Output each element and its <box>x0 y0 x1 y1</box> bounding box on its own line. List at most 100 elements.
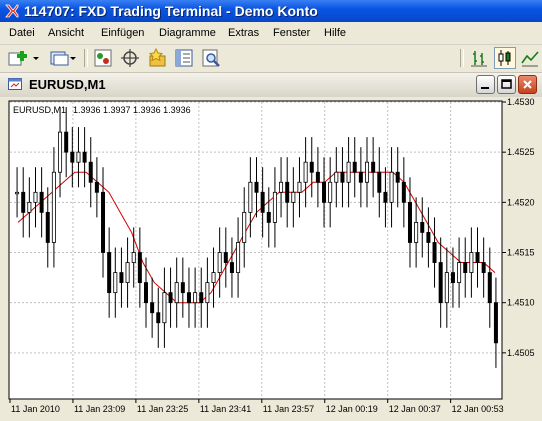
candle-body <box>51 171 56 243</box>
candle-body <box>33 191 38 203</box>
candle-body <box>463 262 468 273</box>
candle-body <box>426 232 431 243</box>
x-tick-label: 12 Jan 00:53 <box>452 404 504 414</box>
x-tick-label: 11 Jan 23:57 <box>263 404 314 414</box>
candle-body <box>229 262 234 273</box>
candlestick-chart-icon <box>498 50 511 66</box>
candle-body <box>401 181 406 203</box>
candle-body <box>162 292 167 324</box>
new-order-icon <box>8 51 39 66</box>
candle-body <box>358 171 363 183</box>
candle-body <box>340 171 345 183</box>
menu-bar: Datei Ansicht Einfügen Diagramme Extras … <box>0 22 542 45</box>
candle-body <box>469 252 474 273</box>
candle-body <box>303 161 308 183</box>
market-watch-button[interactable] <box>92 47 114 69</box>
candle-body <box>365 161 370 183</box>
menu-einfuegen[interactable]: Einfügen <box>101 27 145 39</box>
window-title: 114707: FXD Trading Terminal - Demo Kont… <box>24 3 318 19</box>
candle-body <box>487 272 492 304</box>
candle-body <box>211 272 216 284</box>
price-chart[interactable]: 1.4530 1.4525 1.4520 1.4515 1.4510 1.4505 11 … <box>0 97 542 421</box>
candle-body <box>21 191 26 213</box>
y-tick-label: 1.4515 <box>507 248 535 258</box>
candle-body <box>414 222 419 243</box>
chart-window-title: EURUSD,M1 <box>29 77 106 92</box>
navigator-icon <box>175 49 193 67</box>
menu-ansicht[interactable]: Ansicht <box>48 27 85 39</box>
candle-body <box>444 272 449 304</box>
candle-body <box>15 191 20 195</box>
search-chart-button[interactable] <box>200 47 222 69</box>
chart-symbol-label: EURUSD,M1 <box>13 105 66 115</box>
line-chart-button[interactable] <box>519 47 541 69</box>
favorites-button[interactable] <box>146 47 168 69</box>
candle-body <box>199 292 204 304</box>
candle-body <box>174 282 179 304</box>
candle-body <box>297 181 302 193</box>
candle-body <box>70 151 75 163</box>
close-button[interactable] <box>518 75 537 94</box>
candle-body <box>389 171 394 203</box>
maximize-button[interactable] <box>497 75 516 94</box>
candle-body <box>64 131 69 153</box>
app-logo-icon <box>5 4 19 18</box>
chart-window-titlebar[interactable]: EURUSD,M1 <box>0 73 542 98</box>
window-titlebar: 114707: FXD Trading Terminal - Demo Kont… <box>0 0 542 22</box>
menu-diagramme[interactable]: Diagramme <box>159 27 216 39</box>
candle-body <box>450 272 455 284</box>
menu-hilfe[interactable]: Hilfe <box>324 27 347 39</box>
toolbar <box>0 45 542 73</box>
menu-fenster[interactable]: Fenster <box>273 27 311 39</box>
candle-body <box>137 252 142 284</box>
toolbar-separator <box>84 49 88 67</box>
y-tick-label: 1.4505 <box>507 348 535 358</box>
candle-body <box>383 191 388 203</box>
candle-body <box>285 181 290 203</box>
candle-body <box>475 252 480 263</box>
candle-body <box>315 171 320 183</box>
chart-window: EURUSD,M1 1.4530 1.4525 1.4520 1.4515 1.4510… <box>0 73 542 421</box>
candle-body <box>143 282 148 304</box>
candlestick-chart[interactable]: 1.4530 1.4525 1.4520 1.4515 1.4510 1.4505 11 … <box>0 97 542 421</box>
bar-chart-icon <box>471 51 487 67</box>
candle-body <box>131 252 136 263</box>
candle-body <box>322 181 327 203</box>
y-tick-label: 1.4510 <box>507 298 535 308</box>
candle-body <box>193 292 198 304</box>
minimize-button[interactable] <box>476 75 495 94</box>
candle-body <box>272 191 277 223</box>
candle-body <box>180 282 185 294</box>
candle-body <box>334 171 339 183</box>
profiles-button[interactable] <box>48 47 78 69</box>
navigator-button[interactable] <box>173 47 195 69</box>
candle-body <box>119 272 124 284</box>
candle-body <box>223 252 228 263</box>
candle-body <box>279 181 284 193</box>
candle-body <box>217 252 222 273</box>
toolbar-separator <box>460 49 464 67</box>
x-tick-label: 11 Jan 23:09 <box>74 404 125 414</box>
maximize-icon <box>501 79 512 89</box>
candle-body <box>58 131 63 173</box>
x-tick-label: 12 Jan 00:19 <box>326 404 378 414</box>
candle-body <box>328 181 333 203</box>
candle-body <box>254 181 259 193</box>
bar-chart-button[interactable] <box>468 47 490 69</box>
candle-body <box>125 262 130 284</box>
x-tick-label: 12 Jan 00:37 <box>389 404 441 414</box>
crosshair-button[interactable] <box>119 47 141 69</box>
menu-extras[interactable]: Extras <box>228 27 260 39</box>
candlestick-chart-button[interactable] <box>494 47 516 69</box>
x-tick-label: 11 Jan 23:25 <box>137 404 188 414</box>
candle-body <box>309 161 314 173</box>
candle-body <box>438 262 443 304</box>
new-order-button[interactable] <box>6 47 40 69</box>
close-icon <box>523 80 532 89</box>
menu-datei[interactable]: Datei <box>9 27 35 39</box>
candle-body <box>113 272 118 294</box>
candle-body <box>88 161 93 183</box>
candle-body <box>242 211 247 243</box>
candle-body <box>94 181 99 193</box>
candle-body <box>82 151 87 163</box>
